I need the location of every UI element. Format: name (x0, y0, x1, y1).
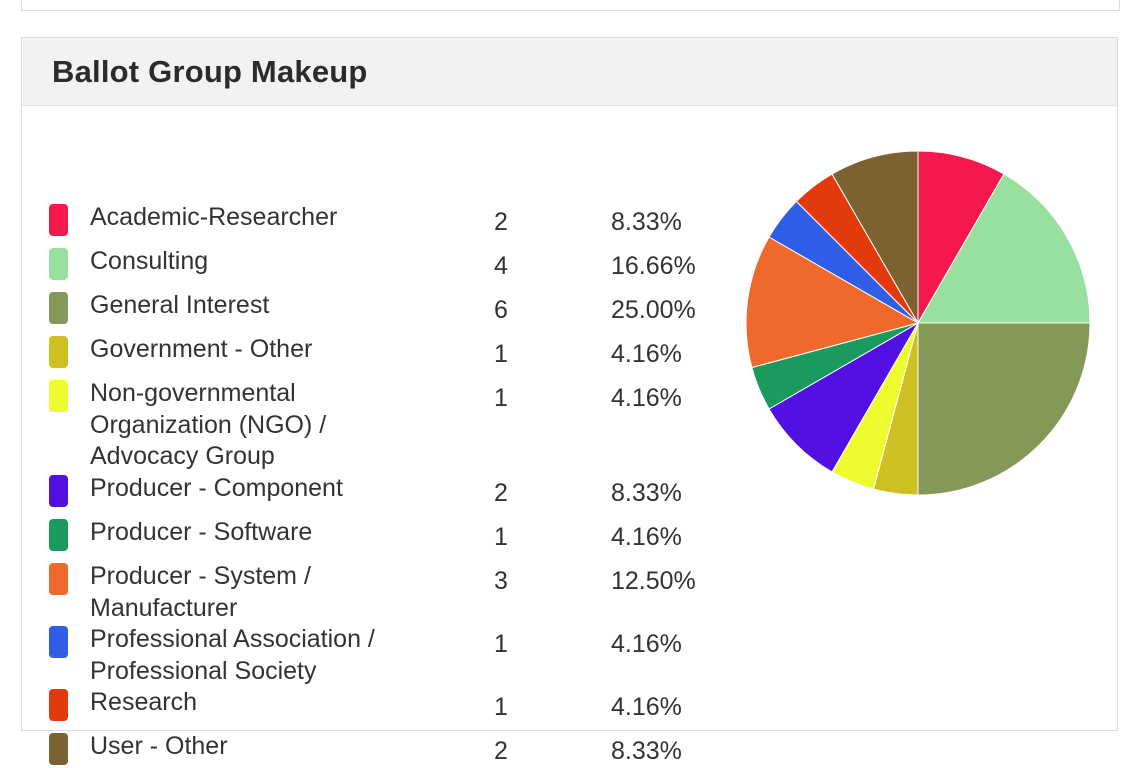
legend-label: Research (90, 688, 197, 716)
legend-percent: 4.16% (611, 384, 682, 412)
pie-chart (745, 150, 1091, 496)
legend-label: Government - Other (90, 335, 313, 363)
legend-percent: 4.16% (611, 340, 682, 368)
legend-percent: 8.33% (611, 479, 682, 507)
legend-label: User - Other (90, 732, 228, 760)
legend-swatch (49, 292, 68, 324)
legend-count: 3 (494, 567, 508, 595)
legend-swatch (49, 733, 68, 765)
pie-slice[interactable] (917, 322, 1091, 496)
legend-swatch (49, 563, 68, 595)
legend-label: General Interest (90, 291, 270, 319)
legend-label: Professional Association / Professional … (90, 625, 375, 685)
legend-percent: 8.33% (611, 208, 682, 236)
legend-swatch (49, 689, 68, 721)
legend-count: 6 (494, 296, 508, 324)
legend-label: Non-governmental Organization (NGO) / Ad… (90, 379, 327, 470)
legend-swatch (49, 380, 68, 412)
legend-label: Producer - Software (90, 518, 313, 546)
legend-percent: 12.50% (611, 567, 696, 595)
pie-slice[interactable] (745, 236, 920, 369)
legend-label: Producer - Component (90, 474, 343, 502)
legend-count: 1 (494, 693, 508, 721)
pie-slice[interactable] (768, 321, 920, 473)
panel-title: Ballot Group Makeup (52, 54, 368, 89)
pie-slice[interactable] (917, 173, 1091, 324)
legend-swatch (49, 248, 68, 280)
legend-count: 2 (494, 737, 508, 765)
legend-swatch (49, 475, 68, 507)
legend-swatch (49, 626, 68, 658)
ballot-group-panel: Ballot Group Makeup Academic-Researcher 2… (21, 37, 1118, 765)
legend-count: 1 (494, 340, 508, 368)
legend-count: 4 (494, 252, 508, 280)
panel-header: Ballot Group Makeup (22, 38, 1117, 106)
legend-percent: 16.66% (611, 252, 696, 280)
legend-label: Academic-Researcher (90, 203, 338, 231)
legend-label: Producer - System / Manufacturer (90, 562, 311, 622)
legend-label: Consulting (90, 247, 209, 275)
legend-percent: 4.16% (611, 630, 682, 658)
legend-swatch (49, 336, 68, 368)
legend-count: 1 (494, 523, 508, 551)
legend-swatch (49, 519, 68, 551)
legend-count: 1 (494, 630, 508, 658)
legend-percent: 4.16% (611, 523, 682, 551)
legend-percent: 25.00% (611, 296, 696, 324)
pie-slice[interactable] (917, 150, 1005, 325)
legend-percent: 8.33% (611, 737, 682, 765)
previous-card-bottom (21, 0, 1120, 11)
legend-count: 1 (494, 384, 508, 412)
legend-percent: 4.16% (611, 693, 682, 721)
pie-slice[interactable] (831, 150, 919, 325)
legend-count: 2 (494, 479, 508, 507)
legend-swatch (49, 204, 68, 236)
legend-count: 2 (494, 208, 508, 236)
